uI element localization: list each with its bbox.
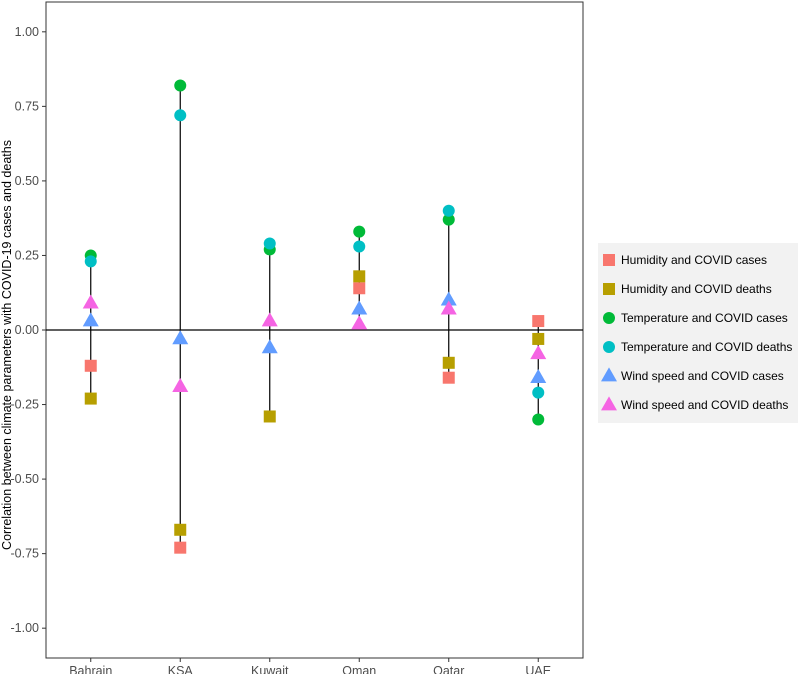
data-point (351, 315, 368, 330)
data-point (84, 359, 97, 372)
data-point (442, 213, 455, 226)
legend-label: Humidity and COVID deaths (621, 282, 772, 296)
data-point (174, 541, 187, 554)
legend-box (598, 243, 798, 423)
data-point (172, 377, 189, 392)
data-point (442, 371, 455, 384)
data-point (532, 315, 545, 328)
x-tick-label-kuwait: Kuwait (251, 664, 289, 674)
legend-label: Temperature and COVID deaths (621, 340, 792, 354)
legend-key (601, 396, 617, 411)
data-point (263, 237, 276, 250)
data-point (530, 345, 547, 360)
data-point (174, 109, 187, 122)
data-point (84, 392, 97, 405)
legend-key (603, 341, 615, 353)
data-point (532, 413, 545, 426)
data-point (353, 270, 366, 283)
data-point (174, 523, 187, 536)
x-tick-label-bahrain: Bahrain (69, 664, 112, 674)
data-point (82, 294, 99, 309)
x-tick-label-uae: UAE (525, 664, 551, 674)
data-point (442, 204, 455, 217)
x-tick-label-ksa: KSA (168, 664, 194, 674)
data-point (263, 410, 276, 423)
legend-key (601, 367, 617, 382)
y-tick-label: 1.00 (15, 25, 39, 39)
y-tick-label: 0.25 (15, 248, 39, 262)
legend-label: Humidity and COVID cases (621, 253, 767, 267)
legend-key (603, 254, 615, 266)
legend-label: Wind speed and COVID cases (621, 369, 784, 383)
legend-label: Wind speed and COVID deaths (621, 398, 788, 412)
data-point (532, 386, 545, 399)
data-point (440, 291, 457, 306)
data-point (530, 369, 547, 384)
data-point (82, 312, 99, 327)
y-tick-label: -0.50 (11, 472, 40, 486)
data-point (84, 255, 97, 268)
data-point (351, 300, 368, 315)
data-point (353, 225, 366, 238)
y-tick-label: -0.25 (11, 398, 40, 412)
y-tick-label: -0.75 (11, 547, 40, 561)
legend-key (603, 312, 615, 324)
y-axis-title: Correlation between climate parameters w… (0, 140, 14, 550)
y-tick-label: -1.00 (11, 621, 40, 635)
y-tick-label: 0.75 (15, 99, 39, 113)
y-tick-label: 0.50 (15, 174, 39, 188)
data-point (261, 339, 278, 354)
data-point (532, 332, 545, 345)
data-point (442, 356, 455, 369)
x-tick-label-qatar: Qatar (433, 664, 464, 674)
x-tick-label-oman: Oman (342, 664, 376, 674)
data-point (174, 79, 187, 92)
data-point (261, 312, 278, 327)
data-point (440, 300, 457, 315)
legend-key (603, 283, 615, 295)
y-tick-label: 0.00 (15, 323, 39, 337)
data-point (353, 240, 366, 253)
data-point (353, 282, 366, 295)
data-point (172, 330, 189, 345)
legend-label: Temperature and COVID cases (621, 311, 788, 325)
